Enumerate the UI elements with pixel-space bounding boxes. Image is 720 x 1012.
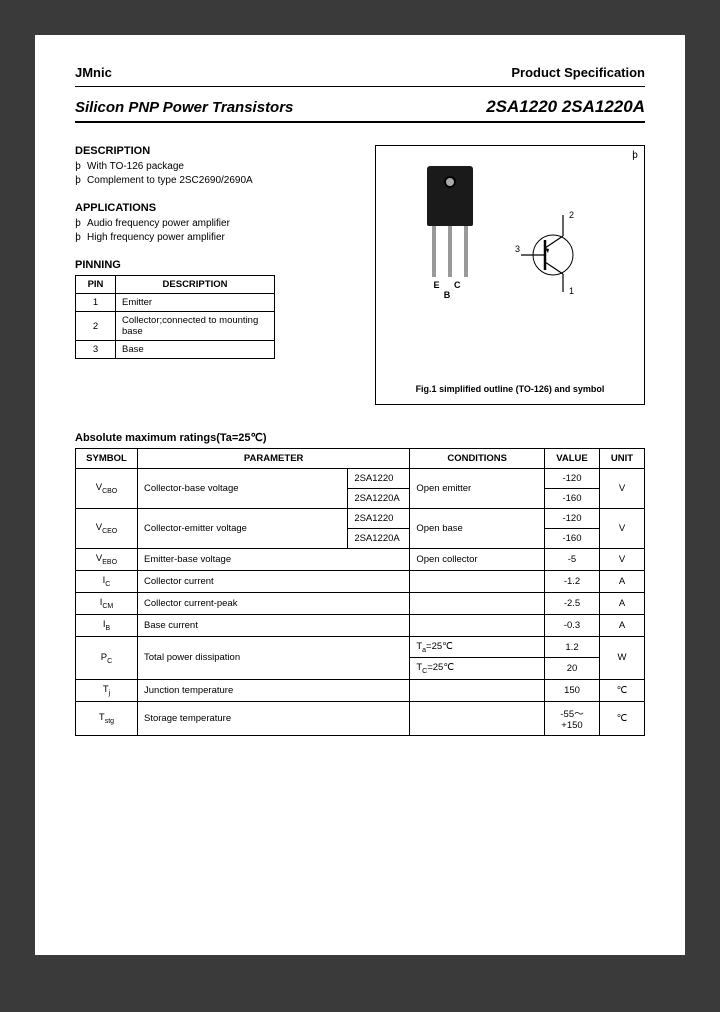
table-row: VEBO Emitter-base voltage Open collector… [76,549,645,571]
ratings-heading: Absolute maximum ratings(Ta=25℃) [75,431,645,444]
pinning-table: PIN DESCRIPTION 1Emitter 2Collector;conn… [75,275,275,359]
package-outline-icon: E C B [427,166,473,300]
transistor-symbol-icon: 2 3 1 [513,200,593,300]
table-row: Tstg Storage temperature -55～+150 ℃ [76,702,645,736]
table-row: IB Base current -0.3 A [76,614,645,636]
pin-labels: E C B [427,280,473,300]
table-row: PC Total power dissipation Ta=25℃ 1.2 W [76,636,645,658]
table-header: SYMBOL PARAMETER CONDITIONS VALUE UNIT [76,449,645,469]
desc-item: þ With TO-126 package [75,161,363,172]
app-item: þ High frequency power amplifier [75,232,363,243]
svg-text:3: 3 [515,244,520,254]
corner-mark: þ [632,150,638,161]
pin-col-pin: PIN [76,276,116,294]
figure-area: E C B 2 3 1 [376,166,644,300]
table-row: ICM Collector current-peak -2.5 A [76,592,645,614]
title-row: Silicon PNP Power Transistors 2SA1220 2S… [75,91,645,121]
svg-text:1: 1 [569,286,574,296]
table-row: Tj Junction temperature 150 ℃ [76,680,645,702]
table-row: VCEO Collector-emitter voltage 2SA1220 O… [76,509,645,529]
ratings-table: SYMBOL PARAMETER CONDITIONS VALUE UNIT V… [75,448,645,736]
description-heading: DESCRIPTION [75,145,363,157]
product-family: Silicon PNP Power Transistors [75,99,293,116]
part-numbers: 2SA1220 2SA1220A [486,97,645,117]
figure-caption: Fig.1 simplified outline (TO-126) and sy… [376,384,644,394]
table-row: IC Collector current -1.2 A [76,570,645,592]
app-item: þ Audio frequency power amplifier [75,218,363,229]
header: JMnic Product Specification [75,65,645,80]
table-row: 3Base [76,341,275,359]
svg-text:2: 2 [569,210,574,220]
pinning-heading: PINNING [75,259,363,271]
applications-heading: APPLICATIONS [75,202,363,214]
brand: JMnic [75,65,112,80]
rule-thick [75,121,645,123]
desc-item: þ Complement to type 2SC2690/2690A [75,175,363,186]
table-row: VCBO Collector-base voltage 2SA1220 Open… [76,469,645,489]
table-row: 2Collector;connected to mounting base [76,312,275,341]
rule [75,86,645,87]
table-row: 1Emitter [76,294,275,312]
figure-box: þ E C B 2 3 1 [375,145,645,405]
main-columns: DESCRIPTION þ With TO-126 package þ Comp… [75,145,645,405]
doc-type: Product Specification [511,65,645,80]
left-column: DESCRIPTION þ With TO-126 package þ Comp… [75,145,363,405]
pin-col-desc: DESCRIPTION [116,276,275,294]
datasheet-page: JMnic Product Specification Silicon PNP … [35,35,685,955]
